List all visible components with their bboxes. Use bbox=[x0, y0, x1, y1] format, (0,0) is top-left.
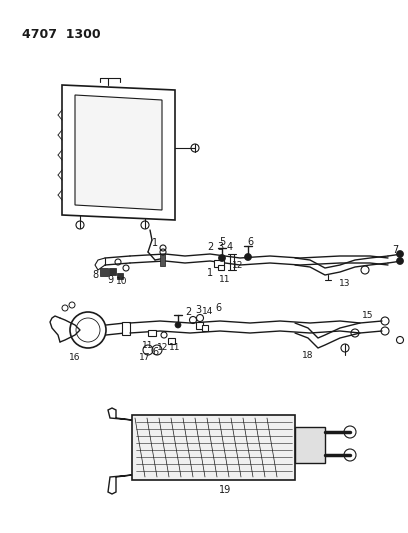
Bar bbox=[109, 268, 116, 275]
Bar bbox=[168, 338, 175, 344]
Circle shape bbox=[397, 251, 404, 257]
Text: 2: 2 bbox=[207, 242, 213, 252]
Text: 12: 12 bbox=[232, 262, 244, 271]
Text: 6: 6 bbox=[247, 237, 253, 247]
Circle shape bbox=[397, 257, 404, 264]
Text: 17: 17 bbox=[139, 353, 151, 362]
Text: 3: 3 bbox=[217, 242, 223, 252]
Text: 18: 18 bbox=[302, 351, 314, 359]
Bar bbox=[100, 268, 108, 276]
Text: 6: 6 bbox=[152, 347, 158, 357]
Bar bbox=[117, 273, 123, 279]
Text: 12: 12 bbox=[157, 343, 169, 352]
Text: 13: 13 bbox=[339, 279, 351, 287]
Text: 10: 10 bbox=[116, 278, 128, 287]
Bar bbox=[218, 265, 224, 270]
Text: 7: 7 bbox=[392, 245, 398, 255]
Text: 6: 6 bbox=[215, 303, 221, 313]
Text: 11: 11 bbox=[142, 341, 154, 350]
Bar bbox=[196, 322, 203, 329]
Text: 16: 16 bbox=[69, 352, 81, 361]
Text: 5: 5 bbox=[219, 237, 225, 247]
Text: 4707  1300: 4707 1300 bbox=[22, 28, 101, 41]
Circle shape bbox=[219, 254, 226, 262]
Circle shape bbox=[244, 254, 251, 261]
Circle shape bbox=[175, 322, 181, 328]
Text: 2: 2 bbox=[185, 307, 191, 317]
Bar bbox=[148, 330, 156, 336]
Text: 19: 19 bbox=[219, 485, 231, 495]
Text: 4: 4 bbox=[227, 242, 233, 252]
Text: 9: 9 bbox=[107, 275, 113, 285]
Text: 14: 14 bbox=[202, 308, 214, 317]
Text: 3: 3 bbox=[195, 305, 201, 315]
Text: 11: 11 bbox=[219, 276, 231, 285]
Text: 11: 11 bbox=[169, 343, 181, 352]
Polygon shape bbox=[75, 95, 162, 210]
Text: 1: 1 bbox=[207, 268, 213, 278]
Bar bbox=[202, 325, 208, 331]
Bar bbox=[160, 254, 165, 266]
Text: 1: 1 bbox=[152, 238, 158, 248]
Bar bbox=[214, 260, 224, 267]
Text: 15: 15 bbox=[362, 311, 374, 319]
Text: 8: 8 bbox=[92, 270, 98, 280]
Bar bbox=[295, 427, 325, 463]
Polygon shape bbox=[132, 415, 295, 480]
Bar bbox=[122, 322, 130, 335]
